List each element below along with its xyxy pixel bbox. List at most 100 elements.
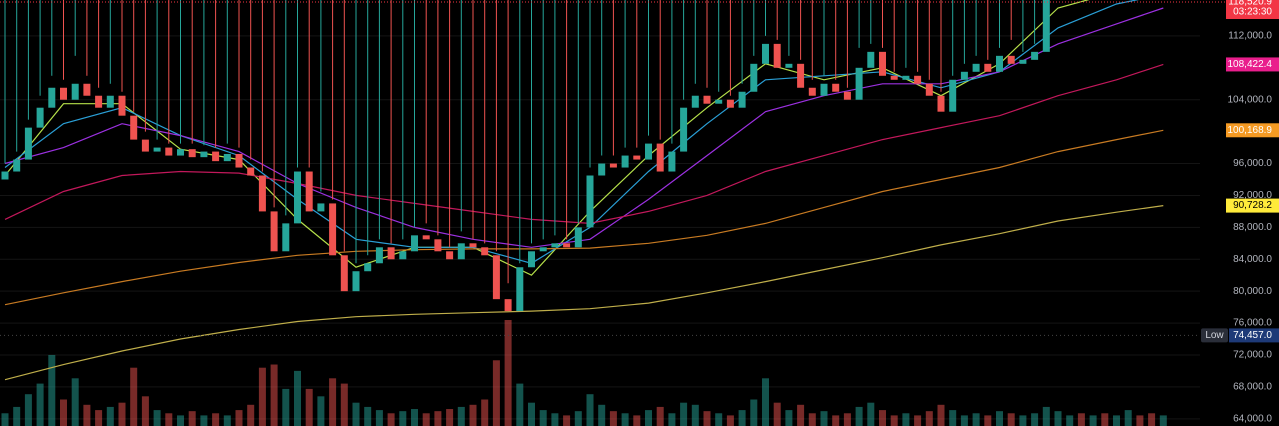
volume-bar [118,402,126,426]
moving-average [4,7,1164,248]
volume-bar [715,413,723,426]
volume-bar [305,388,313,426]
volume-bar [914,415,922,426]
candle-body [364,263,372,272]
candle-body [294,171,301,224]
candle-body [492,255,500,300]
y-tick-label: 68,000.0 [1233,382,1272,393]
candle-body [609,163,617,168]
volume-bar [364,406,372,426]
price-badge [1226,57,1279,72]
volume-bar [1101,413,1109,426]
volume-bar [36,383,44,426]
volume-bar [726,415,734,426]
candle-body [457,243,465,260]
candle-body [656,143,664,172]
volume-bar [691,404,699,426]
volume-bar [1136,415,1144,426]
candle-body [83,83,91,96]
volume-bar [984,415,992,426]
candle-body [130,115,138,140]
volume-bar [422,413,430,426]
low-name-badge [1201,328,1228,343]
volume-bar [469,404,477,426]
candle-body [411,235,418,252]
volume-bar [294,370,301,426]
volume-bar [937,404,945,426]
volume-bar [399,411,407,426]
candle-body [680,107,688,152]
candle-body [621,155,629,168]
candle-body [317,203,325,212]
volume-bar [1019,415,1027,426]
candle-body [504,299,512,312]
volume-bar [609,411,617,426]
candles [1,0,1050,312]
volume-bar [1124,410,1132,426]
volume-bar [352,402,360,426]
y-tick-label: 76,000.0 [1233,318,1272,329]
candle-body [715,99,723,104]
volume-bar [504,320,512,426]
candle-body [937,95,945,112]
volume-bar [130,367,138,426]
candle-body [539,247,547,252]
volume-bar [153,410,161,426]
candle-body [153,147,161,152]
volume-bar [855,406,863,426]
volume-bar [317,396,325,426]
volume-bar [1066,415,1074,426]
candle-body [797,63,805,88]
volume-bar [680,402,688,426]
price-badge [1226,198,1279,213]
candle-body [925,83,933,96]
candle-body [212,151,220,162]
candle-body [48,87,56,108]
candle-body [820,83,828,96]
volume-bar [1042,406,1050,426]
y-tick-label: 92,000.0 [1233,190,1272,201]
candle-body [855,67,863,100]
volume-bar [656,406,664,426]
candle-body [375,247,383,264]
candle-body [188,149,196,158]
candle-body [329,203,337,256]
volume-bar [387,413,395,426]
candle-body [785,63,793,68]
volume-bar [925,411,933,426]
candle-body [633,155,641,160]
current-price-badge [1226,0,1279,19]
volume-bar [820,411,828,426]
candle-body [340,255,348,292]
candle-body [960,71,968,80]
volume-bar [785,410,793,426]
candle-body [165,147,173,156]
candle-body [118,95,126,116]
candle-body [247,167,255,176]
volume-bar [223,415,231,426]
candle-body [352,271,360,292]
candle-body [1,171,9,180]
volume-bar [235,410,243,426]
candle-body [949,79,957,112]
candle-body [586,175,594,228]
volume-bar [200,415,208,426]
candle-body [879,51,886,76]
candle-body [446,251,454,260]
volume-bar [1077,413,1085,426]
y-tick-label: 80,000.0 [1233,286,1272,297]
candle-body [106,95,114,108]
volume-bar [177,415,184,426]
volume-bar [481,399,489,426]
candle-body [13,159,21,172]
candle-body [258,175,266,212]
candle-body [691,95,699,108]
volume-bar [1159,415,1167,426]
volume-bar [703,411,711,426]
candle-body [36,107,44,128]
y-tick-label: 72,000.0 [1233,350,1272,361]
volume-bar [165,413,173,426]
volume-bar [141,396,149,426]
candle-body [738,91,746,108]
